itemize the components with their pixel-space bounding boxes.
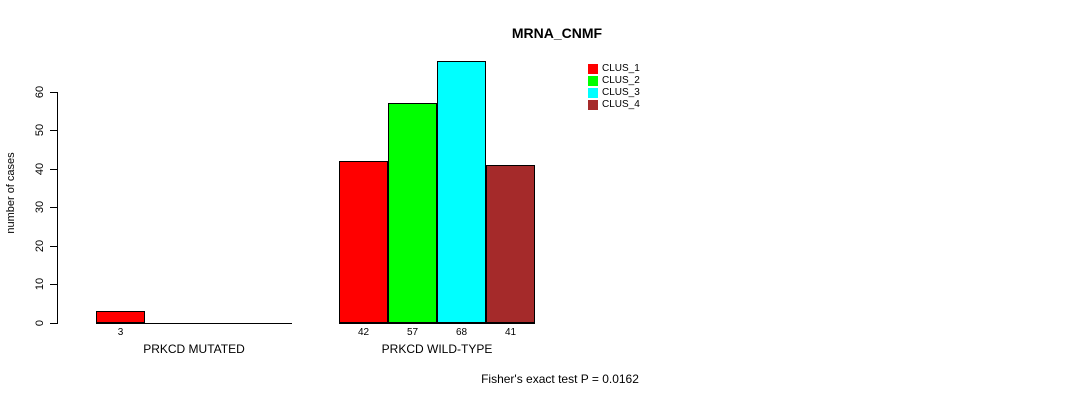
- y-axis-tick-label: 50: [34, 123, 46, 137]
- y-axis-label: number of cases: [5, 152, 17, 234]
- bar-value-label: 3: [117, 326, 124, 338]
- y-axis-line: [57, 91, 58, 324]
- y-axis-tick: [50, 130, 57, 131]
- legend-label: CLUS_2: [602, 75, 640, 86]
- legend-row: CLUS_3: [588, 87, 640, 99]
- y-axis-tick: [50, 245, 57, 247]
- fisher-test-note: Fisher's exact test P = 0.0162: [481, 372, 639, 386]
- y-axis-tick-label: 40: [34, 162, 46, 175]
- legend-row: CLUS_2: [588, 75, 640, 87]
- x-axis-category-label: PRKCD MUTATED: [143, 342, 245, 356]
- bar-clus_2: [388, 103, 437, 324]
- y-axis-tick-label: 20: [34, 239, 46, 252]
- y-axis-tick-label: 60: [34, 85, 46, 98]
- bar-value-label: 68: [455, 326, 468, 338]
- legend-swatch-clus_1: [588, 64, 598, 74]
- bar-clus_1: [339, 160, 388, 324]
- legend: CLUS_1 CLUS_2 CLUS_3 CLUS_4: [588, 63, 640, 111]
- legend-label: CLUS_1: [602, 63, 640, 74]
- y-axis-tick-label: 0: [34, 319, 46, 326]
- legend-swatch-clus_3: [588, 88, 598, 98]
- y-axis-tick-label: 30: [34, 200, 46, 214]
- legend-row: CLUS_1: [588, 63, 640, 75]
- y-axis-tick: [50, 91, 57, 93]
- y-axis-tick-label: 10: [34, 277, 46, 291]
- bar-clus_3: [437, 60, 486, 324]
- bar-value-label: 42: [357, 326, 370, 338]
- legend-label: CLUS_4: [602, 99, 640, 110]
- legend-label: CLUS_3: [602, 87, 640, 98]
- bar-clus_4: [486, 164, 535, 324]
- legend-swatch-clus_2: [588, 76, 598, 86]
- bar-clus_1: [96, 310, 145, 324]
- legend-row: CLUS_4: [588, 99, 640, 111]
- y-axis-tick: [50, 168, 57, 170]
- legend-swatch-clus_4: [588, 100, 598, 110]
- y-axis-tick: [50, 207, 57, 208]
- bar-value-label: 57: [406, 326, 419, 338]
- group-baseline: [96, 322, 292, 324]
- y-axis-tick: [50, 284, 57, 285]
- y-axis-tick: [50, 322, 57, 324]
- bar-value-label: 41: [504, 326, 517, 338]
- x-axis-category-label: PRKCD WILD-TYPE: [381, 342, 493, 356]
- chart-title: MRNA_CNMF: [511, 25, 603, 41]
